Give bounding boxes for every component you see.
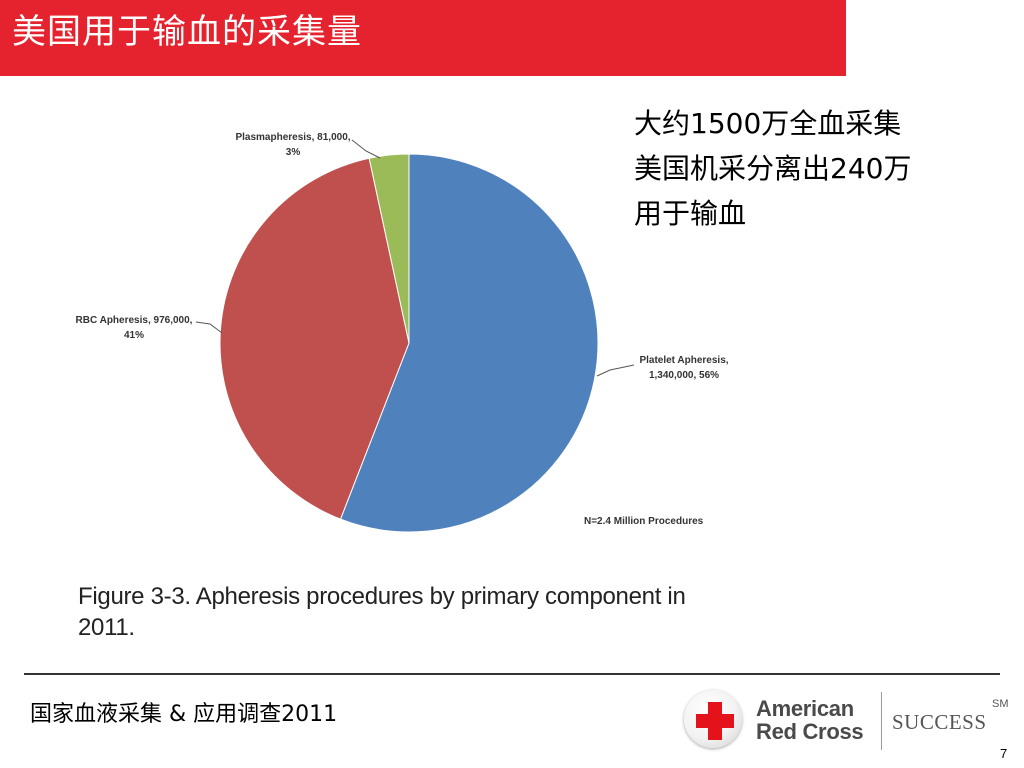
logo-text-red-cross: Red Cross xyxy=(756,719,864,744)
pie-chart: Plasmapheresis, 81,000, 3% RBC Apheresis… xyxy=(76,132,729,533)
plasma-leader-line xyxy=(351,139,381,159)
summary-line-1: 大约1500万全血采集 xyxy=(634,107,902,140)
rbc-label-line2: 41% xyxy=(124,330,144,341)
logo-separator xyxy=(881,692,882,750)
plasma-slice xyxy=(368,153,410,344)
pie-slices xyxy=(219,153,599,533)
platelet-slice xyxy=(339,153,599,533)
platelet-label-line2: 1,340,000, 56% xyxy=(649,370,719,381)
slide-title: 美国用于输血的采集量 xyxy=(12,12,362,52)
rbc-leader-line xyxy=(195,321,223,334)
page-number: 7 xyxy=(1000,746,1008,761)
caption-line-1: Figure 3-3. Apheresis procedures by prim… xyxy=(78,583,686,610)
caption-line-2: 2011. xyxy=(78,614,135,641)
footer-divider xyxy=(24,673,1000,675)
summary-text: 大约1500万全血采集 美国机采分离出240万 用于输血 xyxy=(634,101,911,236)
logo-text-american: American xyxy=(756,696,854,721)
footer-source: 国家血液采集 & 应用调查2011 xyxy=(30,702,338,727)
plasma-label-line1: Plasmapheresis, 81,000, xyxy=(235,132,350,143)
figure-caption: Figure 3-3. Apheresis procedures by prim… xyxy=(78,581,758,643)
logo-text-success: SUCCESS xyxy=(892,710,987,734)
chart-note: N=2.4 Million Procedures xyxy=(584,516,704,527)
plasma-label-line2: 3% xyxy=(286,147,301,158)
platelet-label-line1: Platelet Apheresis, xyxy=(639,355,728,366)
title-bar: 美国用于输血的采集量 xyxy=(0,0,846,76)
rbc-label-line1: RBC Apheresis, 976,000, xyxy=(76,315,193,326)
summary-line-3: 用于输血 xyxy=(634,197,747,230)
summary-line-2: 美国机采分离出240万 xyxy=(634,152,912,185)
logo-service-mark: SM xyxy=(992,698,1009,710)
rbc-slice xyxy=(219,157,410,520)
platelet-leader-line xyxy=(596,364,635,377)
red-cross-logo: American Red Cross SUCCESS SM xyxy=(682,688,1012,754)
red-cross-icon xyxy=(684,690,742,748)
